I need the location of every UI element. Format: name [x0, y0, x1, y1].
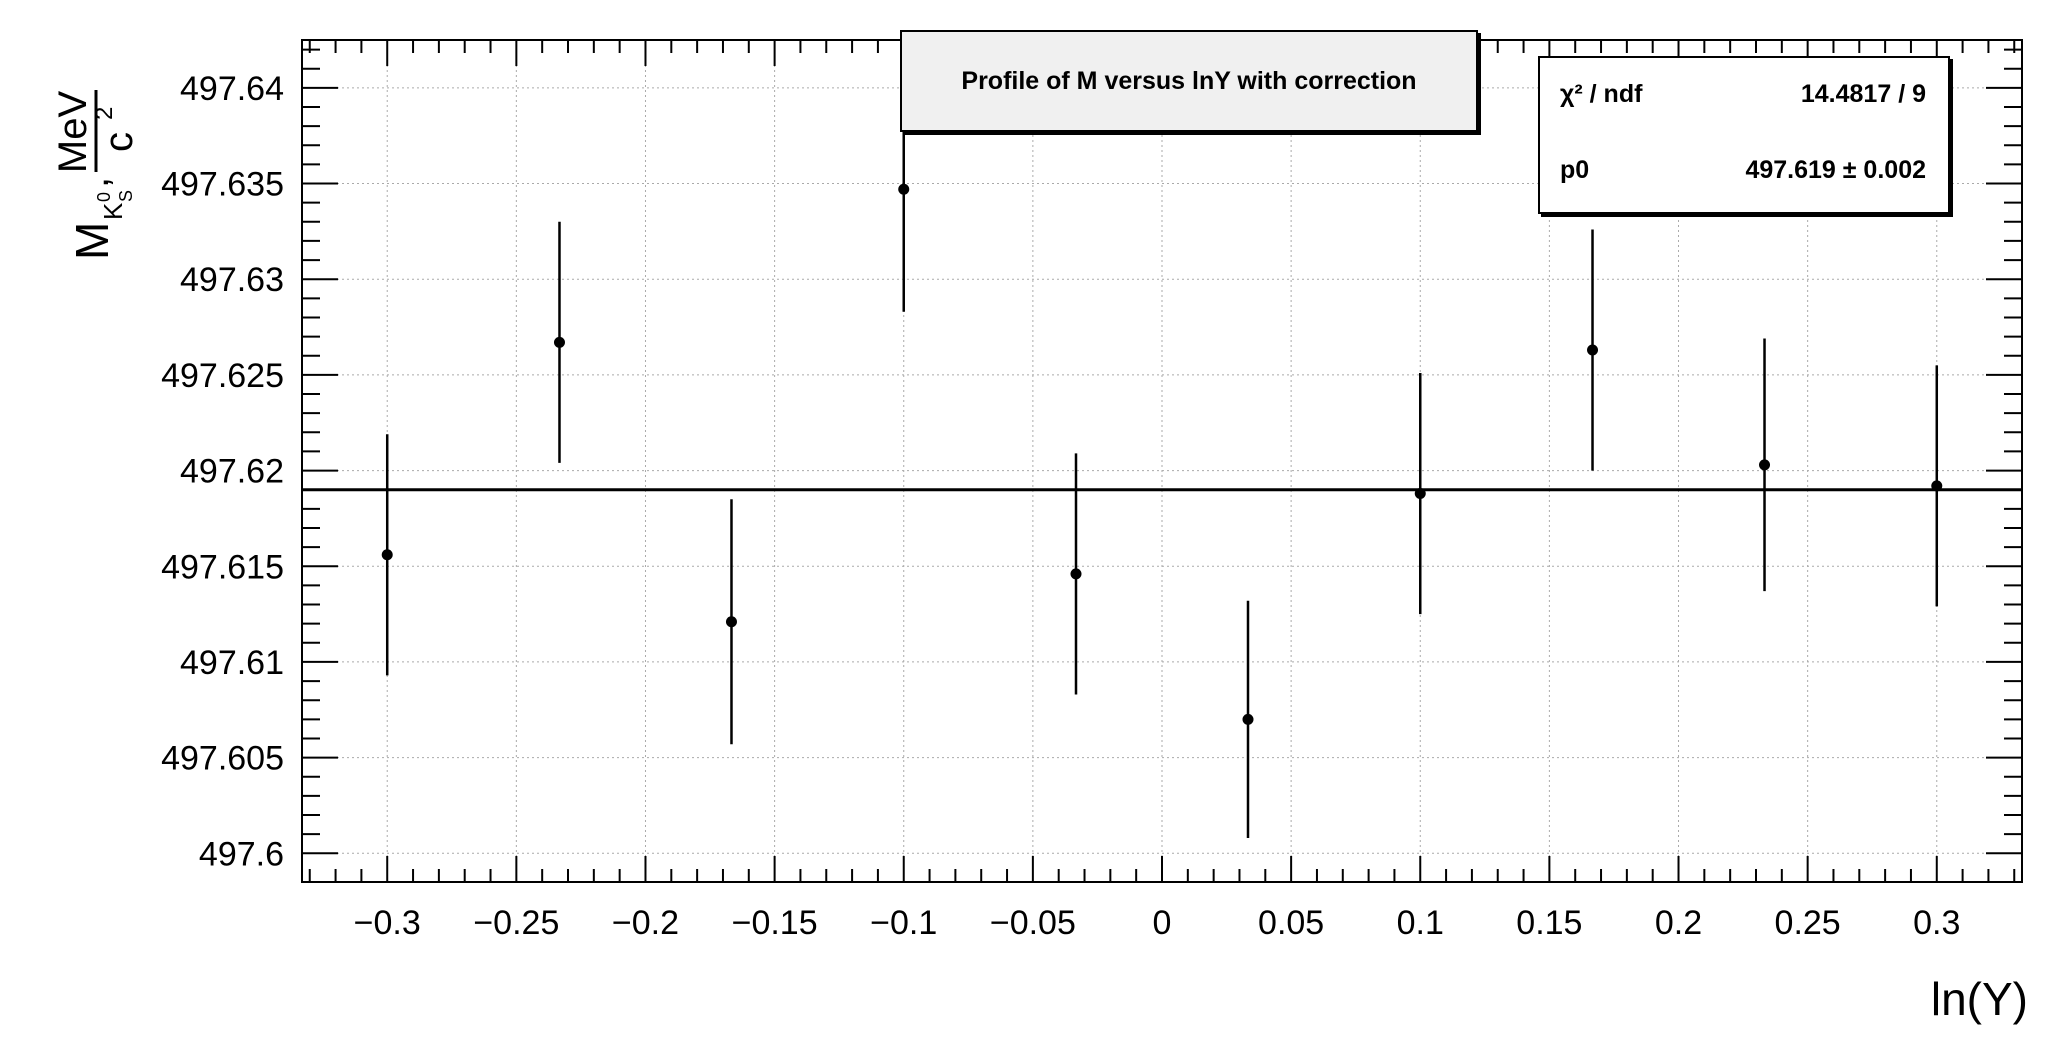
ylabel-comma: , — [73, 177, 117, 188]
stats-row-chi2: χ² / ndf 14.4817 / 9 — [1540, 80, 1948, 120]
chi2-value: 14.4817 / 9 — [1800, 80, 1926, 108]
x-tick-label: −0.1 — [870, 904, 937, 942]
y-tick-label: 497.63 — [180, 261, 284, 299]
ylabel-sub-sub: S — [116, 190, 136, 202]
data-point — [1759, 459, 1771, 471]
y-tick-label: 497.64 — [180, 70, 284, 108]
data-point — [381, 549, 393, 561]
p0-value: 497.619 ± 0.002 — [1745, 156, 1926, 184]
data-point — [553, 336, 565, 348]
x-axis-label: ln(Y) — [1930, 973, 2028, 1025]
data-point — [1931, 480, 1943, 492]
y-tick-label: 497.61 — [180, 644, 284, 682]
ylabel-main: M — [66, 222, 118, 260]
stats-box: χ² / ndf 14.4817 / 9 p0 497.619 ± 0.002 — [1538, 56, 1950, 214]
y-tick-label: 497.6 — [199, 835, 284, 873]
data-point — [1070, 568, 1082, 580]
x-tick-label: 0.05 — [1258, 904, 1324, 942]
ylabel-unit-den: c — [97, 132, 140, 152]
x-tick-label: −0.2 — [612, 904, 679, 942]
data-point — [725, 616, 737, 628]
y-tick-label: 497.625 — [161, 357, 284, 395]
y-tick-label: 497.635 — [161, 166, 284, 204]
y-axis-label: M K 0 S , MeV c 2 — [51, 90, 140, 260]
ylabel-sub: K — [98, 202, 128, 220]
p0-label: p0 — [1560, 156, 1590, 184]
x-tick-label: 0.2 — [1655, 904, 1702, 942]
x-tick-label: −0.25 — [473, 904, 559, 942]
x-tick-label: 0.3 — [1913, 904, 1960, 942]
ylabel-sub-sup: 0 — [94, 192, 114, 202]
x-tick-label: 0.25 — [1775, 904, 1841, 942]
data-point — [1242, 713, 1254, 725]
y-tick-label: 497.615 — [161, 548, 284, 586]
y-tick-label: 497.605 — [161, 740, 284, 778]
x-tick-label: −0.15 — [732, 904, 818, 942]
x-tick-label: −0.3 — [354, 904, 421, 942]
x-tick-label: 0.15 — [1516, 904, 1582, 942]
x-tick-label: 0 — [1153, 904, 1172, 942]
y-tick-label: 497.62 — [180, 453, 284, 491]
chart-title: Profile of M versus lnY with correction — [900, 30, 1478, 132]
data-point — [1587, 344, 1599, 356]
ylabel-unit-den-sup: 2 — [91, 107, 118, 120]
data-point — [1414, 488, 1426, 500]
ylabel-unit-num: MeV — [51, 91, 95, 174]
x-tick-label: 0.1 — [1397, 904, 1444, 942]
x-tick-label: −0.05 — [990, 904, 1076, 942]
stats-row-p0: p0 497.619 ± 0.002 — [1540, 156, 1948, 196]
data-point — [898, 183, 910, 195]
chi2-label: χ² / ndf — [1560, 80, 1643, 108]
